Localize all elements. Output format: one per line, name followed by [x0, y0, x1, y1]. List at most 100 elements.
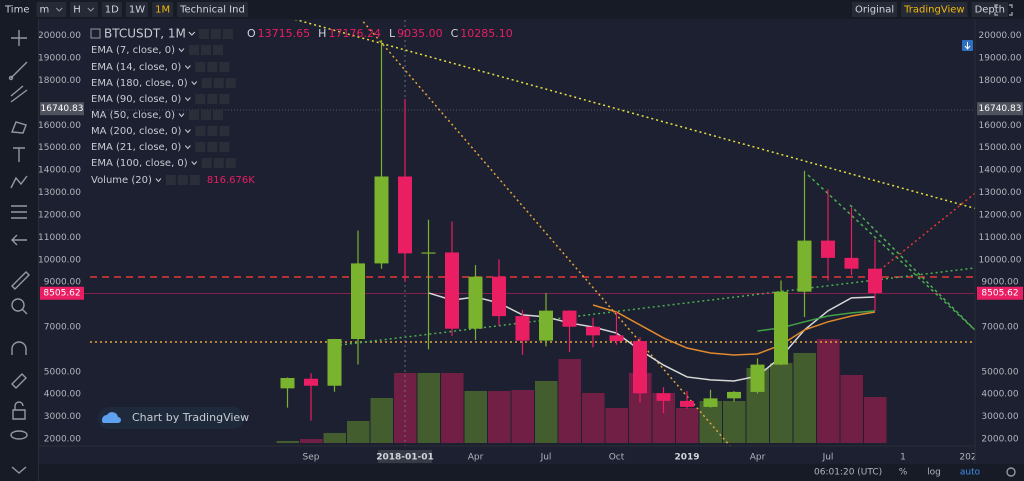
icon-button[interactable]: [189, 110, 200, 120]
candle-body: [351, 263, 365, 340]
button-bg[interactable]: [70, 2, 98, 17]
candle-body: [844, 257, 859, 269]
x-tick-label: Apr: [468, 453, 484, 463]
icon-button[interactable]: [195, 94, 206, 104]
y2-tick-label: 20000.00: [979, 31, 1022, 41]
toolbar-label: Time: [4, 5, 29, 16]
icon-button[interactable]: [213, 78, 224, 88]
icon-button[interactable]: [212, 45, 223, 55]
drawing-tools[interactable]: [8, 30, 30, 474]
toolbar-button[interactable]: Depth: [971, 2, 1009, 17]
dropdown-arrow: [184, 97, 191, 102]
volume-value: 816.676K: [207, 175, 255, 186]
icon-button[interactable]: [177, 175, 188, 185]
button-bg[interactable]: [125, 2, 149, 17]
volume-bar: [323, 432, 346, 443]
icon-button[interactable]: [219, 94, 230, 104]
dropdown-arrow: [178, 113, 185, 118]
candle-body: [468, 276, 483, 329]
icon-button[interactable]: [200, 45, 211, 55]
volume-bar: [535, 380, 558, 443]
toolbar-button[interactable]: 1D: [101, 2, 122, 17]
toolbar-button[interactable]: 1W: [125, 2, 149, 17]
icon-button[interactable]: [195, 62, 206, 72]
study-name: Volume (20): [91, 175, 152, 186]
button-bg[interactable]: [852, 2, 898, 17]
volume-bar: [840, 375, 863, 443]
watermark-text: Chart by TradingView: [132, 411, 249, 424]
icon-button[interactable]: [207, 126, 218, 136]
candle-body: [633, 341, 647, 394]
toolbar-button[interactable]: Original: [852, 2, 898, 17]
price-label: 8505.62: [43, 289, 80, 299]
icon-button[interactable]: [201, 158, 212, 168]
watermark: Chart by TradingView: [98, 407, 249, 429]
y-tick-label: 5000.00: [44, 367, 81, 377]
scale-button[interactable]: auto: [960, 468, 981, 478]
fullscreen-icon[interactable]: [994, 4, 1013, 16]
button-bg[interactable]: [177, 2, 248, 17]
trend-line: [807, 174, 975, 331]
icon-button[interactable]: [165, 175, 176, 185]
toolbar-label: Technical Ind: [179, 5, 245, 16]
icon-button[interactable]: [225, 158, 236, 168]
icon-button[interactable]: [207, 142, 218, 152]
toolbar-button[interactable]: H: [70, 2, 98, 17]
x-tick-label: Jul: [540, 453, 552, 463]
button-bg[interactable]: [971, 2, 1009, 17]
toolbar-button[interactable]: 1M: [152, 2, 174, 17]
y-tick-label: 12000.00: [38, 210, 81, 220]
icon-button[interactable]: [207, 62, 218, 72]
icon-button[interactable]: [195, 142, 206, 152]
button-bg[interactable]: [36, 2, 67, 17]
toolbar-button[interactable]: TradingView: [901, 2, 968, 17]
icon-button[interactable]: [201, 78, 212, 88]
x-tick-label: Apr: [750, 453, 766, 463]
toolbar-button[interactable]: Technical Ind: [177, 2, 248, 17]
icon-button[interactable]: [219, 126, 230, 136]
icon-button[interactable]: [201, 110, 212, 120]
icon-button[interactable]: [207, 94, 218, 104]
scale-button[interactable]: log: [927, 468, 941, 478]
volume-bar: [441, 372, 464, 443]
icon-button[interactable]: [195, 126, 206, 136]
icon-button[interactable]: [210, 29, 221, 39]
y-tick-label: 9000.00: [44, 278, 81, 288]
x-tick-label: Jul: [822, 453, 834, 463]
candle-body: [774, 291, 788, 365]
toolbar-button[interactable]: m: [36, 2, 67, 17]
icon-button[interactable]: [198, 29, 209, 39]
icon-button[interactable]: [225, 78, 236, 88]
y2-tick-label: 11000.00: [979, 233, 1022, 243]
button-bg[interactable]: [901, 2, 968, 17]
icon-button[interactable]: [219, 62, 230, 72]
icon-button[interactable]: [213, 158, 224, 168]
dropdown-arrow: [191, 161, 198, 166]
settings-icon[interactable]: [1006, 467, 1016, 477]
icon-button[interactable]: [188, 45, 199, 55]
candle-body: [703, 398, 718, 407]
collapse-icon[interactable]: [90, 28, 101, 39]
candle-body: [797, 240, 812, 292]
icon-button[interactable]: [222, 29, 233, 39]
icon-button[interactable]: [189, 175, 200, 185]
volume-bar: [582, 392, 605, 443]
scale-button[interactable]: %: [899, 468, 908, 478]
toolbar-button[interactable]: Time: [2, 2, 32, 17]
candle-body: [868, 268, 882, 294]
candle-body: [539, 310, 553, 341]
icon-button[interactable]: [219, 142, 230, 152]
icon-button[interactable]: [213, 110, 224, 120]
y-tick-label: 19000.00: [38, 54, 81, 64]
y-tick-label: 20000.00: [38, 31, 81, 41]
y2-tick-label: 14000.00: [979, 166, 1022, 176]
indicator-line: [592, 304, 876, 356]
dropdown-arrow: [184, 145, 191, 150]
button-bg[interactable]: [152, 2, 174, 17]
candle-body: [327, 339, 342, 386]
button-bg[interactable]: [101, 2, 122, 17]
trend-line: [294, 20, 975, 210]
y2-tick-label: 18000.00: [979, 76, 1022, 86]
